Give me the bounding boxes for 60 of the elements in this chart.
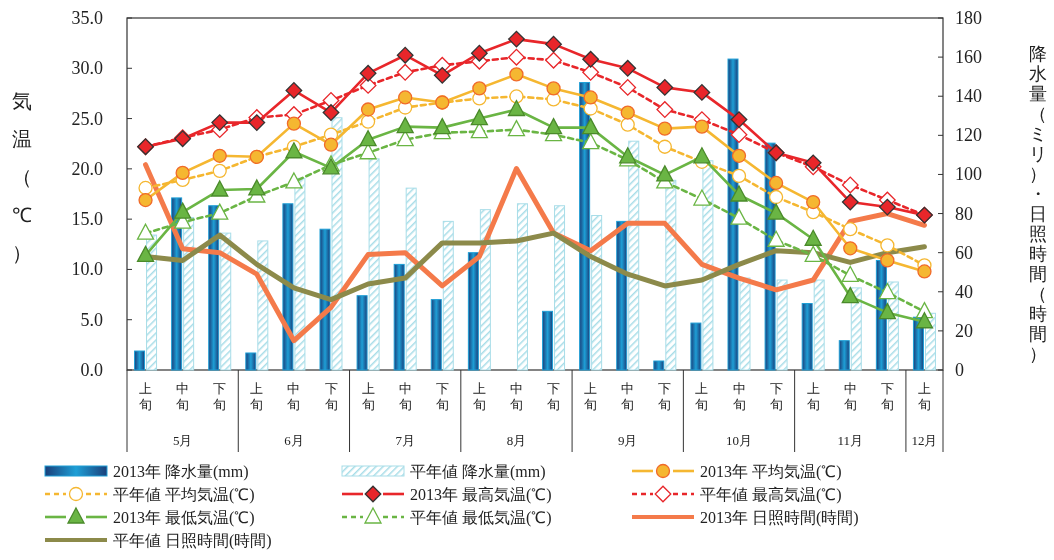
x-tick-label: 上旬 <box>250 381 264 412</box>
legend-label: 2013年 最高気温(℃) <box>410 486 552 504</box>
text: 9月 <box>617 433 638 448</box>
x-tick-label: 中旬 <box>287 381 301 412</box>
x-tick-label: 中旬 <box>732 381 746 412</box>
y2-tick-label: 100 <box>955 164 982 185</box>
x-tick-label: 上旬 <box>806 381 820 412</box>
y-axis-title: 気温（℃） <box>12 90 32 264</box>
text: 6月 <box>284 433 304 448</box>
text: 7月 <box>395 433 415 448</box>
y-tick-label: 0.0 <box>80 360 103 380</box>
x-tick-label: 中旬 <box>398 381 412 412</box>
y2-tick-label: 60 <box>955 242 973 263</box>
y-tick-label: 20.0 <box>71 158 103 179</box>
y-tick-label: 35.0 <box>71 8 103 28</box>
text: 12月 <box>911 433 938 448</box>
x-tick-label: 上旬 <box>361 381 375 412</box>
x-tick-label: 下旬 <box>324 381 338 412</box>
legend-label: 平年値 平均気温(℃) <box>113 486 255 504</box>
legend-label: 2013年 日照時間(時間) <box>700 509 859 527</box>
y-tick-label: 25.0 <box>71 108 103 129</box>
x-tick-label: 上旬 <box>472 381 486 412</box>
legend-label: 2013年 最低気温(℃) <box>113 509 255 527</box>
y-tick-label: 10.0 <box>71 259 103 280</box>
text: 5月 <box>172 433 193 448</box>
text: 11月 <box>837 433 864 448</box>
legend-label: 平年値 最低気温(℃) <box>410 509 552 527</box>
x-tick-label: 下旬 <box>658 381 672 412</box>
y-tick-label: 5.0 <box>80 309 103 330</box>
y2-tick-label: 80 <box>955 203 973 224</box>
x-tick-label: 下旬 <box>547 381 561 412</box>
y2-tick-label: 140 <box>955 86 982 107</box>
x-tick-label: 中旬 <box>176 381 190 412</box>
y2-tick-label: 0 <box>955 360 964 380</box>
x-tick-label: 上旬 <box>695 381 709 412</box>
x-tick-label: 中旬 <box>509 381 523 412</box>
x-tick-label: 中旬 <box>621 381 635 412</box>
x-tick-label: 上旬 <box>139 381 153 412</box>
y-tick-label: 15.0 <box>71 209 103 230</box>
legend-label: 2013年 平均気温(℃) <box>700 463 842 481</box>
legend-label: 2013年 降水量(mm) <box>113 463 249 481</box>
y2-tick-label: 20 <box>955 320 973 341</box>
legend-label: 平年値 降水量(mm) <box>410 463 546 481</box>
x-tick-label: 中旬 <box>843 381 857 412</box>
y2-tick-label: 160 <box>955 47 982 68</box>
y-tick-label: 30.0 <box>71 58 103 79</box>
legend-label: 平年値 最高気温(℃) <box>700 486 842 504</box>
y2-tick-label: 120 <box>955 125 982 146</box>
text: 10月 <box>726 433 752 448</box>
x-tick-label: 上旬 <box>917 381 931 412</box>
x-tick-label: 下旬 <box>880 381 894 412</box>
legend-label: 平年値 日照時間(時間) <box>113 532 272 550</box>
x-tick-label: 下旬 <box>435 381 449 412</box>
text: 8月 <box>506 433 527 448</box>
x-tick-label: 下旬 <box>213 381 227 412</box>
x-tick-label: 下旬 <box>769 381 783 412</box>
x-tick-label: 上旬 <box>584 381 598 412</box>
text: 降水量（ミリ）・日照時間（時間） <box>1029 44 1047 364</box>
y2-tick-label: 40 <box>955 281 973 302</box>
y2-tick-label: 180 <box>955 8 982 28</box>
